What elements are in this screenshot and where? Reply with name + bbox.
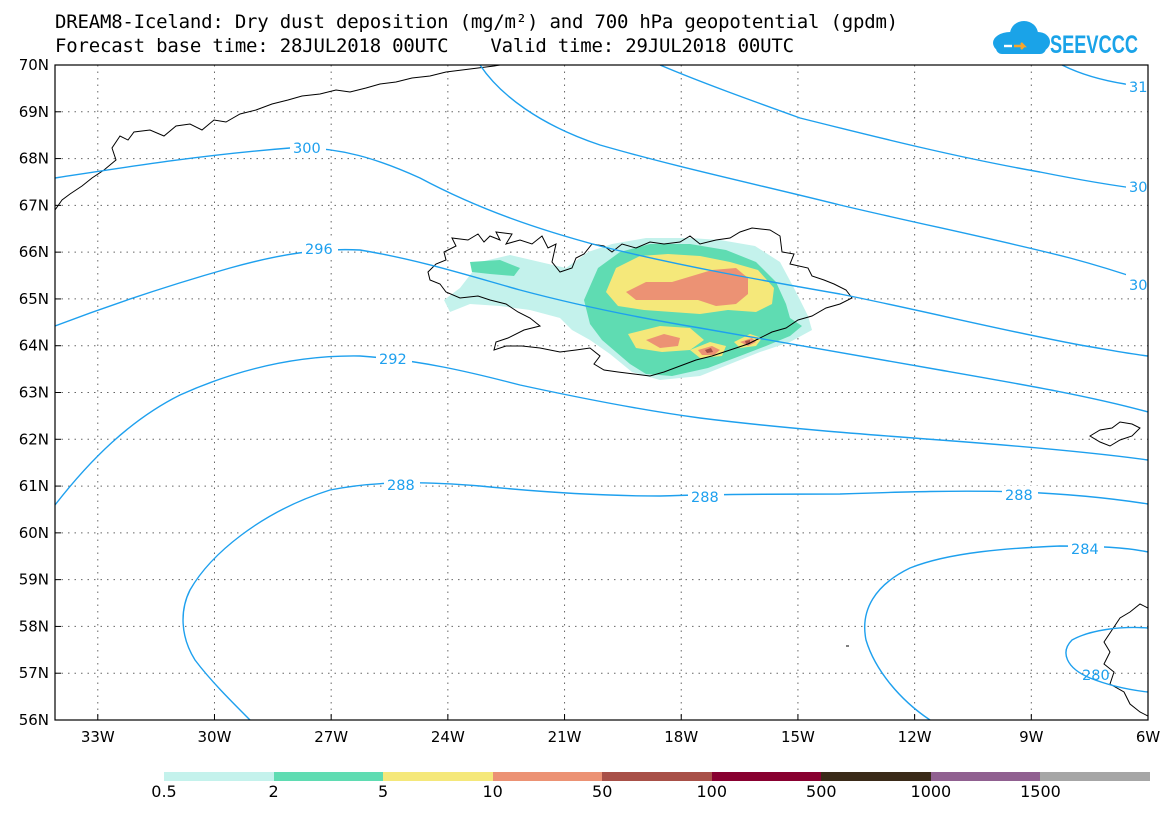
contour-label-288-east: 288 <box>1005 488 1033 504</box>
contour-280 <box>1065 626 1148 693</box>
lat-label-61N: 61N <box>19 477 49 495</box>
greenland-coastline <box>55 65 501 211</box>
coastlines <box>55 65 1148 717</box>
lon-label-6W: 6W <box>1136 728 1161 746</box>
dust-region-salmon <box>626 268 748 306</box>
lat-label-63N: 63N <box>19 384 49 402</box>
contour-300 <box>55 147 1148 357</box>
lon-label-27W: 27W <box>314 728 348 746</box>
lat-label-56N: 56N <box>19 711 49 729</box>
lat-label-68N: 68N <box>19 150 49 168</box>
lon-label-33W: 33W <box>81 728 115 746</box>
forecast-base-time: Forecast base time: 28JUL2018 00UTC <box>55 35 449 57</box>
dust-region-brown-se1 <box>705 348 713 353</box>
lat-label-70N: 70N <box>19 56 49 74</box>
logo-text: SEEVCCC <box>1050 31 1138 59</box>
contour-label-31: 31 <box>1129 80 1147 96</box>
contour-label-280: 280 <box>1082 668 1110 684</box>
lon-label-21W: 21W <box>548 728 582 746</box>
lat-label-58N: 58N <box>19 617 49 635</box>
contour-label-30-top: 30 <box>1129 180 1147 196</box>
contour-304 <box>479 65 1148 283</box>
iceland-coastline <box>427 227 853 377</box>
lat-label-69N: 69N <box>19 103 49 121</box>
faroe-islands-coastline <box>1089 421 1141 447</box>
lon-axis: 33W 30W 27W 24W 21W 18W 15W 12W 9W 6W <box>81 714 1161 746</box>
lon-label-15W: 15W <box>781 728 815 746</box>
lat-label-60N: 60N <box>19 524 49 542</box>
dust-region-brown-se2 <box>745 340 750 344</box>
lon-label-30W: 30W <box>198 728 232 746</box>
map-title: DREAM8-Iceland: Dry dust deposition (mg/… <box>55 11 898 33</box>
contour-label-292: 292 <box>379 352 407 368</box>
contour-label-296: 296 <box>305 242 333 258</box>
lon-label-12W: 12W <box>898 728 932 746</box>
lat-axis: 70N 69N 68N 67N 66N 65N 64N 63N 62N 61N 60N 59N 58N 5… <box>19 56 61 729</box>
valid-time: Valid time: 29JUL2018 00UTC <box>490 35 794 57</box>
contour-label-300: 300 <box>293 141 321 157</box>
lat-label-57N: 57N <box>19 664 49 682</box>
lat-label-62N: 62N <box>19 430 49 448</box>
seevccc-logo: SEEVCCC <box>993 21 1138 59</box>
dust-region-salmon-south <box>646 334 680 348</box>
lon-label-9W: 9W <box>1019 728 1044 746</box>
contour-308 <box>659 65 1148 191</box>
contour-label-284: 284 <box>1071 542 1099 558</box>
contour-label-288-west: 288 <box>387 478 415 494</box>
lat-label-66N: 66N <box>19 243 49 261</box>
cloud-icon <box>993 21 1050 54</box>
contour-292 <box>55 355 1148 506</box>
dust-region-green-west <box>470 260 520 276</box>
contour-288 <box>182 482 1148 720</box>
lat-label-65N: 65N <box>19 290 49 308</box>
contour-label-group: 300 296 292 288 288 288 284 280 30 30 31 <box>290 76 1148 684</box>
dust-deposition-field <box>444 238 812 380</box>
lat-label-64N: 64N <box>19 337 49 355</box>
lat-label-67N: 67N <box>19 196 49 214</box>
contour-label-288-center: 288 <box>691 490 719 506</box>
lon-label-18W: 18W <box>664 728 698 746</box>
lon-label-24W: 24W <box>431 728 465 746</box>
contour-284 <box>864 545 1148 720</box>
scotland-coastline <box>1103 603 1148 717</box>
contour-label-30-mid: 30 <box>1129 278 1147 294</box>
time-info: Forecast base time: 28JUL2018 00UTC Valid… <box>55 36 794 56</box>
lat-label-59N: 59N <box>19 571 49 589</box>
gridlines <box>55 65 1148 720</box>
contour-296 <box>55 248 1148 413</box>
